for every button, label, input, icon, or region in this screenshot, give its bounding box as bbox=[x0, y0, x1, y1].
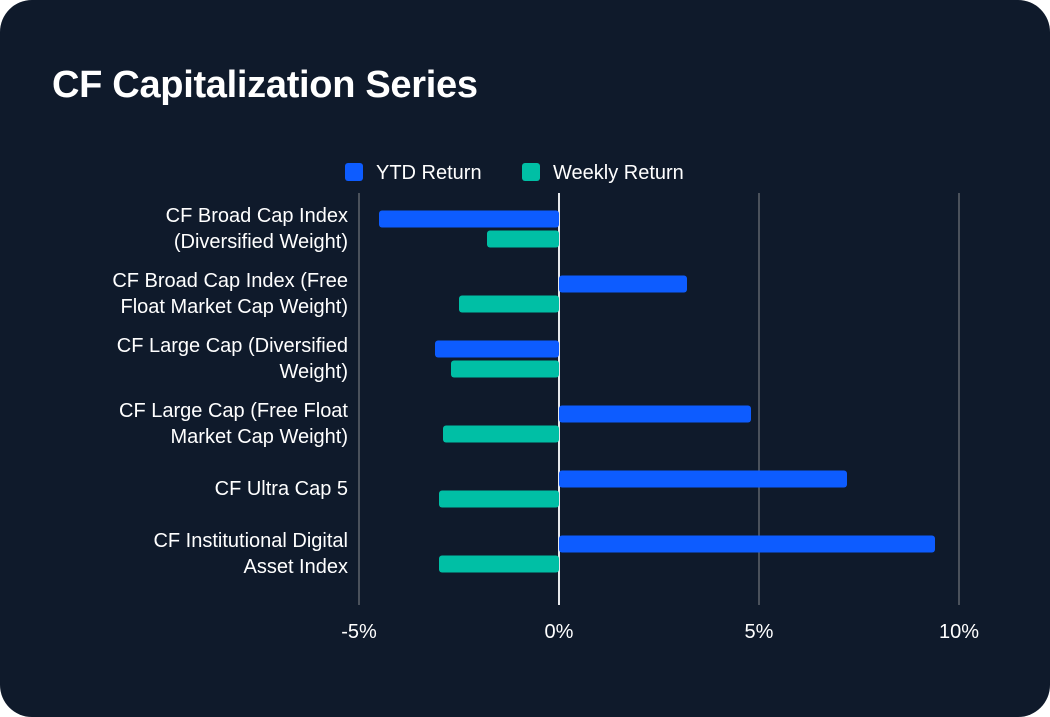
chart-title: CF Capitalization Series bbox=[52, 64, 478, 106]
category-label: CF Ultra Cap 5 bbox=[215, 478, 348, 500]
ytd-bar bbox=[435, 340, 559, 358]
x-tick-label: 0% bbox=[545, 621, 574, 643]
weekly-bar bbox=[439, 555, 559, 573]
legend-swatch-ytd bbox=[345, 163, 363, 181]
x-tick-label: 10% bbox=[939, 621, 979, 643]
category-label: CF Large Cap (Free Float bbox=[119, 400, 348, 422]
category-label: CF Broad Cap Index (Free bbox=[112, 270, 348, 292]
category-label: CF Large Cap (Diversified bbox=[117, 335, 348, 357]
weekly-bar bbox=[487, 230, 559, 248]
weekly-bar bbox=[439, 490, 559, 508]
legend-label: YTD Return bbox=[376, 162, 482, 184]
legend-label: Weekly Return bbox=[553, 162, 684, 184]
legend-swatch-weekly bbox=[522, 163, 540, 181]
category-label: Asset Index bbox=[243, 556, 348, 578]
x-tick-label: -5% bbox=[341, 621, 377, 643]
category-label: CF Institutional Digital bbox=[153, 530, 348, 552]
weekly-bar bbox=[459, 295, 559, 313]
ytd-bar bbox=[559, 470, 847, 488]
category-label: CF Broad Cap Index bbox=[166, 205, 348, 227]
category-label: Float Market Cap Weight) bbox=[121, 296, 349, 318]
weekly-bar bbox=[451, 360, 559, 378]
ytd-bar bbox=[379, 210, 559, 228]
ytd-bar bbox=[559, 535, 935, 553]
category-label: Market Cap Weight) bbox=[171, 426, 348, 448]
weekly-bar bbox=[443, 425, 559, 443]
category-label: Weight) bbox=[279, 361, 348, 383]
x-tick-label: 5% bbox=[745, 621, 774, 643]
ytd-bar bbox=[559, 405, 751, 423]
ytd-bar bbox=[559, 275, 687, 293]
category-label: (Diversified Weight) bbox=[174, 231, 348, 253]
